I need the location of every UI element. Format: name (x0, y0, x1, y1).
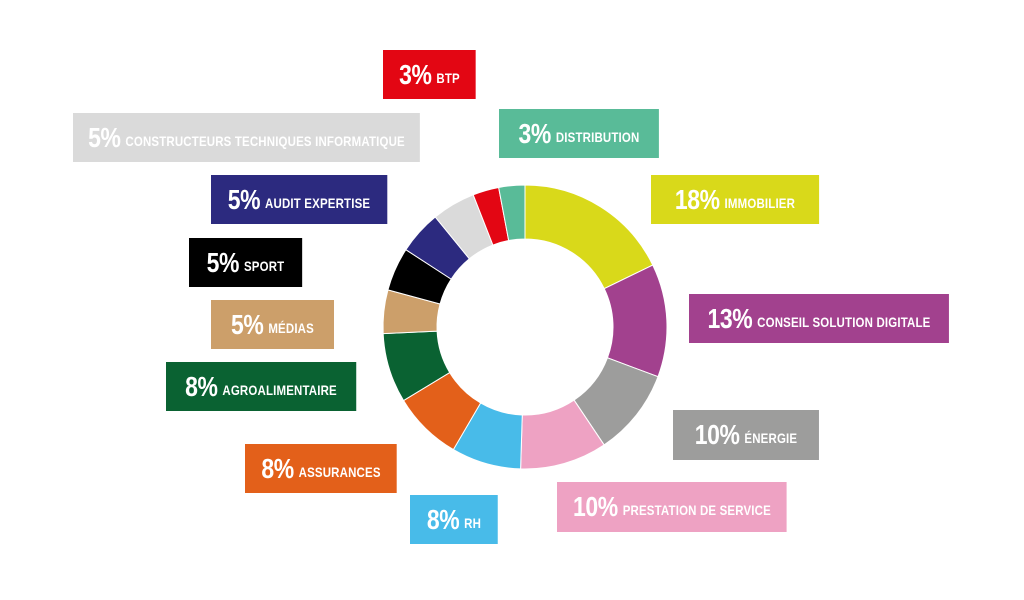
slice-category-name: ASSURANCES (298, 463, 381, 480)
slice-category-name: ÉNERGIE (744, 430, 798, 446)
slice-percent: 5% (227, 183, 261, 215)
slice-category-name: CONSEIL SOLUTION DIGITALE (757, 313, 931, 330)
donut-slice-0 (524, 184, 654, 290)
slice-label-11: 3% BTP (383, 50, 476, 99)
slice-category-name: IMMOBILIER (724, 194, 796, 211)
slice-percent: 5% (88, 121, 121, 153)
slice-percent: 8% (185, 370, 218, 402)
slice-label-9: 5% AUDIT EXPERTISE (211, 175, 387, 224)
slice-category-name: RH (464, 514, 482, 531)
slice-percent: 5% (231, 308, 264, 340)
slice-label-8: 5% SPORT (189, 238, 302, 287)
slice-label-3: 10% PRESTATION DE SERVICE (557, 482, 787, 532)
slice-category-name: PRESTATION DE SERVICE (622, 502, 771, 518)
slice-label-10: 5% CONSTRUCTEURS TECHNIQUES INFORMATIQUE (73, 113, 420, 162)
slice-label-12: 3% DISTRIBUTION (499, 109, 659, 158)
slice-label-4: 8% RH (410, 495, 498, 544)
slice-category-name: BTP (436, 69, 460, 86)
slice-category-name: SPORT (243, 257, 285, 274)
slice-label-2: 10% ÉNERGIE (673, 410, 819, 460)
slice-percent: 10% (694, 419, 740, 450)
slice-category-name: DISTRIBUTION (555, 128, 640, 145)
slice-label-0: 18% IMMOBILIER (651, 175, 819, 224)
slice-percent: 10% (573, 491, 618, 522)
slice-percent: 3% (518, 117, 552, 149)
donut-slice-12 (498, 184, 526, 242)
slice-category-name: CONSTRUCTEURS TECHNIQUES INFORMATIQUE (125, 132, 405, 149)
slice-percent: 8% (426, 503, 460, 535)
slice-category-name: AGROALIMENTAIRE (222, 381, 337, 398)
slice-category-name: AUDIT EXPERTISE (265, 194, 371, 211)
slice-label-1: 13% CONSEIL SOLUTION DIGITALE (689, 294, 949, 343)
slice-percent: 5% (206, 246, 240, 278)
slice-category-name: MÉDIAS (268, 319, 314, 336)
slice-percent: 8% (261, 452, 294, 484)
slice-label-6: 8% AGROALIMENTAIRE (166, 362, 356, 411)
slice-percent: 3% (399, 58, 432, 90)
slice-percent: 18% (674, 183, 720, 215)
slice-label-7: 5% MÉDIAS (211, 300, 334, 349)
slice-percent: 13% (707, 302, 753, 334)
slice-label-5: 8% ASSURANCES (245, 444, 397, 493)
